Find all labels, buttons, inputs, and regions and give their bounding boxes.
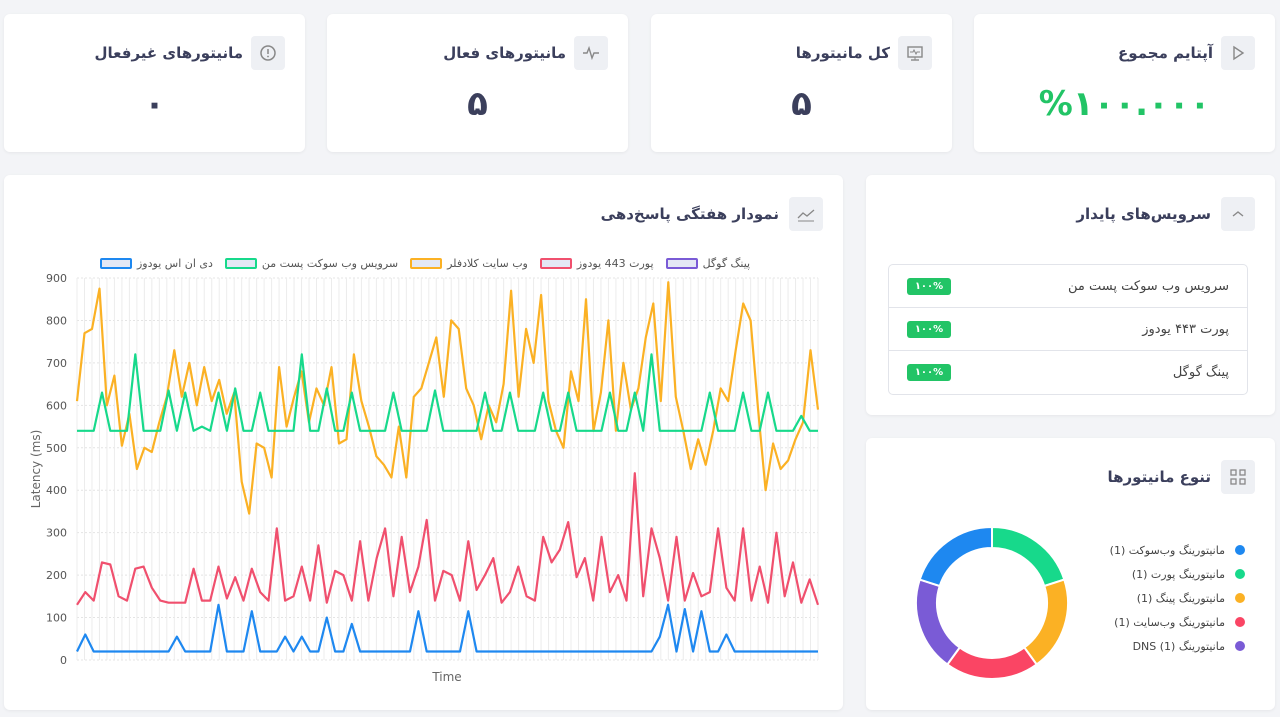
donut-slice[interactable] — [945, 646, 1039, 680]
active-monitors-card: مانیتورهای فعال ۵ — [327, 14, 628, 152]
legend-item[interactable]: وب سایت کلادفلر — [410, 257, 528, 270]
donut-legend-item[interactable]: مانیتورینگ وب‌سوکت (1) — [1110, 538, 1245, 562]
legend-label: مانیتورینگ وب‌سوکت (1) — [1109, 543, 1225, 557]
uptime-badge: ۱۰۰% — [907, 277, 951, 295]
uptime-badge: ۱۰۰% — [907, 320, 951, 338]
legend-label: سرویس وب سوکت پست من — [261, 257, 399, 270]
donut-legend: مانیتورینگ وب‌سوکت (1) مانیتورینگ پورت (… — [1110, 538, 1245, 658]
legend-label: دی ان اس یودوز — [137, 257, 213, 270]
y-tick-label: 700 — [46, 357, 67, 370]
y-tick-label: 400 — [46, 484, 67, 497]
stat-value: ۵ — [791, 84, 812, 124]
latency-chart: 0 100 200 300 400 500 600 700 800 900 Time Latenc… — [29, 272, 820, 684]
legend-dot — [1235, 617, 1245, 627]
service-row: پورت ۴۴۳ یودوز ۱۰۰% — [889, 308, 1247, 351]
stat-value: ۵ — [467, 84, 488, 124]
service-name: پورت ۴۴۳ یودوز — [1142, 321, 1229, 337]
stat-title: مانیتورهای غیرفعال — [94, 44, 243, 62]
y-tick-label: 0 — [60, 654, 67, 667]
monitor-types-donut — [915, 525, 1069, 680]
series-line — [77, 353, 818, 432]
inactive-monitors-card: مانیتورهای غیرفعال ۰ — [4, 14, 305, 152]
y-tick-label: 500 — [46, 442, 67, 455]
legend-label: مانیتورینگ DNS (1) — [1132, 639, 1225, 653]
legend-label: وب سایت کلادفلر — [447, 257, 528, 270]
legend-label: پورت 443 یودوز — [576, 257, 654, 270]
play-icon — [1221, 36, 1255, 70]
x-axis-label: Time — [431, 670, 461, 684]
legend-item[interactable]: پورت 443 یودوز — [539, 257, 654, 270]
total-uptime-card: آپتایم مجموع %۱۰۰.۰۰۰ — [974, 14, 1275, 152]
chart-legend: پینگ گوگل پورت 443 یودوز وب سایت کلادفلر… — [100, 257, 750, 270]
legend-label: مانیتورینگ پورت (1) — [1131, 567, 1225, 581]
y-tick-label: 100 — [46, 612, 67, 625]
series-line — [76, 603, 818, 653]
donut-slice[interactable] — [991, 525, 1066, 588]
service-row: پینگ گوگل ۱۰۰% — [889, 351, 1247, 394]
legend-swatch — [410, 258, 443, 269]
legend-dot — [1235, 569, 1245, 579]
legend-swatch — [100, 258, 132, 269]
donut-legend-item[interactable]: مانیتورینگ پینگ (1) — [1110, 586, 1245, 610]
stable-services-card: سرویس‌های پایدار سرویس وب سوکت پست من ۱۰۰… — [866, 175, 1275, 415]
stat-title: مانیتورهای فعال — [443, 44, 566, 62]
legend-item[interactable]: دی ان اس یودوز — [100, 257, 213, 270]
donut-slice[interactable] — [1022, 578, 1069, 666]
legend-label: مانیتورینگ وب‌سایت (1) — [1114, 615, 1225, 629]
service-row: سرویس وب سوکت پست من ۱۰۰% — [889, 265, 1247, 308]
donut-legend-item[interactable]: مانیتورینگ DNS (1) — [1110, 634, 1245, 658]
y-tick-label: 900 — [46, 272, 67, 285]
legend-swatch — [224, 258, 257, 269]
y-tick-label: 800 — [46, 314, 67, 327]
legend-item[interactable]: سرویس وب سوکت پست من — [224, 257, 399, 270]
monitor-icon — [898, 36, 932, 70]
legend-item[interactable]: پینگ گوگل — [665, 257, 751, 270]
legend-label: مانیتورینگ پینگ (1) — [1136, 591, 1225, 605]
legend-dot — [1235, 545, 1245, 555]
services-list: سرویس وب سوکت پست من ۱۰۰% پورت ۴۴۳ یودوز ۱… — [888, 264, 1248, 395]
service-name: سرویس وب سوکت پست من — [1068, 278, 1229, 294]
stat-title: کل مانیتورها — [795, 44, 890, 62]
stat-title: آپتایم مجموع — [1118, 44, 1213, 62]
service-name: پینگ گوگل — [1172, 365, 1229, 380]
donut-slice[interactable] — [918, 525, 993, 588]
donut-legend-item[interactable]: مانیتورینگ پورت (1) — [1110, 562, 1245, 586]
donut-legend-item[interactable]: مانیتورینگ وب‌سایت (1) — [1110, 610, 1245, 634]
stat-value: %۱۰۰.۰۰۰ — [1038, 84, 1211, 124]
line-chart-icon — [789, 197, 823, 231]
alert-circle-icon — [251, 36, 285, 70]
types-title: تنوع مانیتورها — [1107, 468, 1212, 486]
legend-label: پینگ گوگل — [702, 257, 751, 270]
chevron-up-icon[interactable] — [1221, 197, 1255, 231]
services-title: سرویس‌های پایدار — [1076, 205, 1211, 223]
total-monitors-card: کل مانیتورها ۵ — [651, 14, 952, 152]
y-tick-label: 200 — [46, 569, 67, 582]
legend-dot — [1235, 641, 1245, 651]
legend-swatch — [539, 258, 572, 269]
legend-dot — [1235, 593, 1245, 603]
donut-slice[interactable] — [915, 578, 962, 666]
monitor-types-card: تنوع مانیتورها مانیتورینگ وب‌سوکت (1) ما… — [866, 438, 1275, 710]
uptime-badge: ۱۰۰% — [907, 364, 951, 381]
stat-value: ۰ — [144, 84, 165, 124]
series-line — [75, 281, 820, 515]
grid-icon — [1221, 460, 1255, 494]
activity-icon — [574, 36, 608, 70]
legend-swatch — [665, 258, 698, 269]
y-tick-label: 600 — [46, 399, 67, 412]
y-tick-label: 300 — [46, 527, 67, 540]
y-axis-label: Latency (ms) — [29, 430, 43, 509]
series-line — [76, 472, 820, 606]
chart-title: نمودار هفتگی پاسخ‌دهی — [600, 205, 779, 223]
